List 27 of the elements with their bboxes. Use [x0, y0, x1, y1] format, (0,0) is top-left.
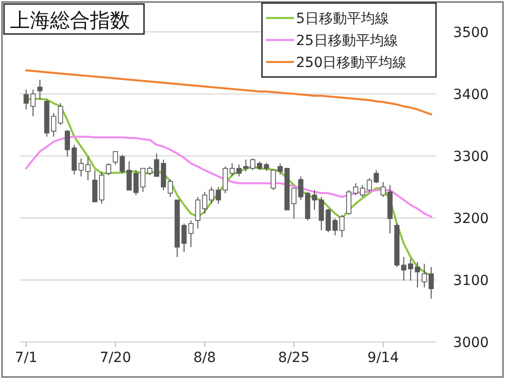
candlestick	[188, 220, 194, 248]
x-tick-label: 7/1	[14, 350, 38, 366]
y-tick-label: 3200	[453, 210, 489, 227]
candlestick	[380, 181, 386, 198]
candlestick	[339, 214, 345, 238]
x-tick-label: 9/14	[367, 350, 399, 366]
line-series	[25, 69, 432, 116]
y-tick-label: 3400	[453, 86, 489, 103]
x-tick-label: 8/8	[193, 350, 216, 366]
legend-label: 25日移動平均線	[296, 33, 398, 49]
candlestick	[133, 170, 139, 196]
legend-label: 250日移動平均線	[296, 55, 407, 71]
candlestick	[85, 156, 91, 181]
y-tick-label: 3300	[453, 148, 489, 165]
legend-label: 5日移動平均線	[296, 11, 389, 27]
candlestick	[58, 102, 64, 126]
x-tick-label: 7/20	[100, 350, 132, 366]
y-tick-label: 3000	[453, 335, 489, 351]
y-tick-label: 3500	[453, 24, 489, 41]
x-tick-label: 8/25	[278, 350, 310, 366]
candlestick	[37, 79, 43, 100]
candlestick	[414, 261, 420, 288]
candlestick	[312, 190, 318, 210]
y-tick-label: 3100	[453, 272, 489, 289]
chart-title: 上海総合指数	[10, 8, 130, 32]
candlestick	[106, 162, 112, 176]
title: 上海総合指数	[3, 3, 145, 35]
